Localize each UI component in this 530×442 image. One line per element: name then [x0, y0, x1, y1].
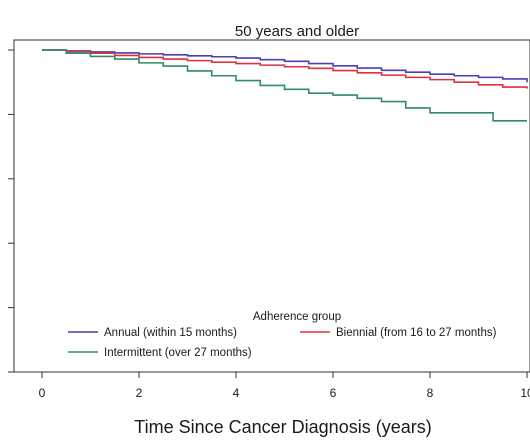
legend-title: Adherence group — [253, 311, 341, 323]
x-axis-title: Time Since Cancer Diagnosis (years) — [134, 417, 431, 437]
chart-title: 50 years and older — [235, 23, 359, 40]
series-line-2 — [42, 49, 528, 89]
legend-label-2: Biennial (from 16 to 27 months) — [336, 327, 497, 339]
legend-label-3: Intermittent (over 27 months) — [104, 347, 252, 359]
x-tick-label: 2 — [136, 386, 143, 400]
series-line-3 — [42, 49, 527, 122]
plot-frame — [13, 39, 530, 373]
x-tick-label: 10 — [520, 386, 530, 400]
x-tick-label: 4 — [233, 386, 240, 400]
x-tick-label: 6 — [330, 386, 337, 400]
x-tick-label: 0 — [39, 386, 46, 400]
legend-label-1: Annual (within 15 months) — [104, 327, 237, 339]
legend: Adherence group Annual (within 15 months… — [68, 311, 497, 359]
series-layer — [42, 49, 528, 122]
series-line-1 — [42, 49, 528, 83]
x-tick-label: 8 — [427, 386, 434, 400]
axes: 0 2 4 6 8 10 — [8, 49, 530, 400]
plot-area — [13, 39, 530, 373]
